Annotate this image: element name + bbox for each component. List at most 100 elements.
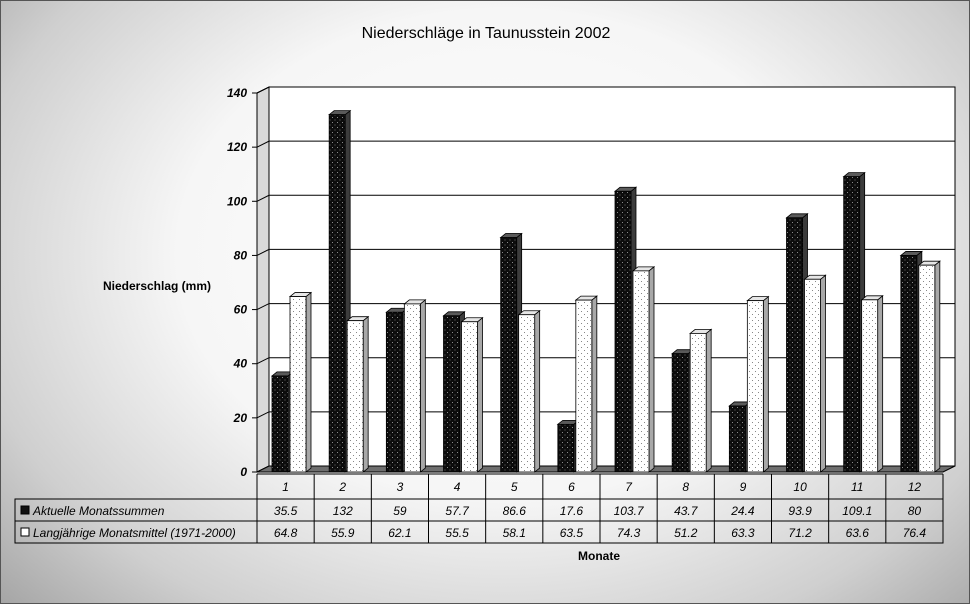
bar-mittel-4 <box>460 316 484 473</box>
x-tick-label: 3 <box>397 480 404 494</box>
x-axis-label: Monate <box>578 549 620 563</box>
bar-side <box>534 309 541 473</box>
legend-key-mittel <box>20 527 30 537</box>
bar-front <box>900 255 918 473</box>
bar-mittel-5 <box>517 309 541 473</box>
floor <box>256 465 956 473</box>
bar-front <box>804 278 821 473</box>
table-cell: 51.2 <box>674 526 698 540</box>
bar-side <box>762 295 769 473</box>
bar-side <box>477 316 483 473</box>
table-cell: 55.9 <box>331 526 355 540</box>
bar-mittel-6 <box>574 295 598 473</box>
bar-front <box>271 375 289 473</box>
y-tick-label: 80 <box>234 248 248 262</box>
table-cell: 58.1 <box>503 526 526 540</box>
bar-side <box>934 260 941 473</box>
bar-mittel-7 <box>631 266 656 473</box>
bar-mittel-8 <box>689 328 713 473</box>
table-cell: 59 <box>393 504 407 518</box>
gridline <box>256 303 955 311</box>
side-wall <box>256 86 270 473</box>
chart-title: Niederschläge in Taunusstein 2002 <box>362 25 611 42</box>
bar-side <box>648 266 655 473</box>
table-cell: 24.4 <box>730 504 755 518</box>
bar-front <box>671 353 689 473</box>
table-cell: 86.6 <box>503 504 527 518</box>
y-axis-label: Niederschlag (mm) <box>103 279 211 293</box>
bar-front <box>575 299 593 473</box>
table-cell: 63.6 <box>846 526 870 540</box>
table-cell: 63.3 <box>731 526 755 540</box>
bar-front <box>500 237 518 473</box>
bar-front <box>461 321 478 473</box>
y-tick-label: 140 <box>227 86 247 100</box>
y-axis: 0 20 40 60 80 100 120 140 <box>227 86 258 479</box>
table-cell: 62.1 <box>388 526 411 540</box>
bar-mittel-1 <box>288 291 313 473</box>
x-tick-label: 12 <box>908 480 922 494</box>
bar-front <box>557 423 575 473</box>
x-tick-label: 8 <box>682 480 689 494</box>
x-tick-label: 4 <box>454 480 461 494</box>
gridline <box>256 411 955 419</box>
x-tick-label: 7 <box>625 480 633 494</box>
bar-mittel-10 <box>803 274 827 473</box>
x-tick-label: 10 <box>793 480 807 494</box>
table-cell: 93.9 <box>788 504 812 518</box>
bar-front <box>786 217 803 473</box>
bar-front <box>443 315 460 473</box>
bar-side <box>877 294 884 473</box>
bar-front <box>843 176 861 473</box>
table-cell: 17.6 <box>560 504 584 518</box>
bar-side <box>705 328 712 473</box>
bar-front <box>328 114 346 473</box>
bar-mittel-9 <box>746 295 770 473</box>
x-tick-label: 6 <box>568 480 575 494</box>
x-tick-label: 2 <box>338 480 346 494</box>
x-tick-label: 1 <box>282 480 289 494</box>
table-cell: 71.2 <box>788 526 812 540</box>
table-cell: 43.7 <box>674 504 699 518</box>
bar-front <box>403 303 421 473</box>
bar-side <box>820 274 826 473</box>
x-tick-label: 11 <box>851 480 863 494</box>
bar-side <box>305 291 312 473</box>
legend-label-mittel: Langjährige Monatsmittel (1971-2000) <box>33 526 236 540</box>
bar-front <box>918 264 936 473</box>
y-tick-label: 20 <box>233 411 248 425</box>
table-cell: 109.1 <box>842 504 872 518</box>
table-cell: 55.5 <box>445 526 469 540</box>
bar-mittel-3 <box>403 299 427 473</box>
table-cell: 57.7 <box>445 504 470 518</box>
table-cell: 63.5 <box>560 526 584 540</box>
legend-key-aktuell <box>20 505 30 515</box>
bar-front <box>614 190 632 473</box>
table-cell: 103.7 <box>614 504 645 518</box>
gridlines <box>256 86 955 419</box>
y-tick-label: 100 <box>227 194 247 208</box>
bar-front <box>518 314 536 473</box>
bar-mittel-2 <box>346 315 370 473</box>
bar-front <box>346 320 364 473</box>
gridline <box>256 248 955 256</box>
table-cell: 80 <box>908 504 922 518</box>
bar-mittel-12 <box>917 260 941 473</box>
bar-front <box>385 311 403 473</box>
bar-front <box>746 300 764 473</box>
table-cell: 132 <box>333 504 353 518</box>
y-tick-label: 60 <box>234 303 248 317</box>
table-cell: 35.5 <box>274 504 298 518</box>
gridline <box>256 194 955 202</box>
legend-label-aktuell: Aktuelle Monatssummen <box>32 504 165 518</box>
bar-front <box>861 299 879 473</box>
bar-front <box>289 296 307 473</box>
table-cell: 64.8 <box>274 526 298 540</box>
y-tick-label: 120 <box>227 140 247 154</box>
gridline <box>256 357 955 365</box>
bar-side <box>419 299 426 473</box>
x-tick-label: 5 <box>511 480 518 494</box>
